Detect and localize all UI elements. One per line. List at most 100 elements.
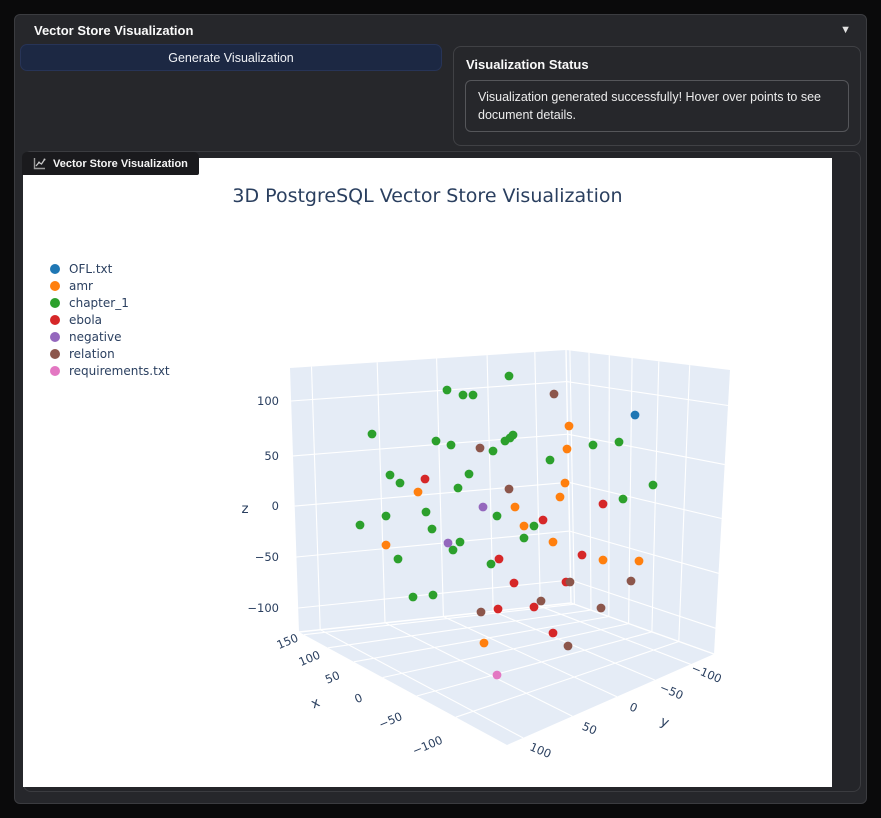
data-point[interactable] [555,492,565,502]
data-point[interactable] [393,554,403,564]
data-point[interactable] [367,429,377,439]
collapse-arrow-icon[interactable]: ▼ [840,24,851,36]
data-point[interactable] [618,494,628,504]
data-point[interactable] [509,578,519,588]
data-point[interactable] [614,437,624,447]
data-point[interactable] [596,603,606,613]
data-point[interactable] [510,502,520,512]
legend-item[interactable]: requirements.txt [50,362,170,379]
data-point[interactable] [355,520,365,530]
data-point[interactable] [598,555,608,565]
generate-visualization-button[interactable]: Generate Visualization [20,44,442,71]
gridline [565,349,572,604]
accordion-header[interactable]: Vector Store Visualization ▼ [15,15,866,45]
data-point[interactable] [508,430,518,440]
data-point[interactable] [494,554,504,564]
data-point[interactable] [420,474,430,484]
gridline [569,530,719,574]
data-point[interactable] [488,446,498,456]
legend-label: relation [69,346,115,361]
data-point[interactable] [548,628,558,638]
data-point[interactable] [476,607,486,617]
data-point[interactable] [381,540,391,550]
gridline [376,362,386,623]
plot-wall [290,350,571,632]
gridline [492,610,656,681]
data-point[interactable] [478,502,488,512]
legend-swatch [50,365,60,376]
data-point[interactable] [468,390,478,400]
data-point[interactable] [562,444,572,454]
data-point[interactable] [443,538,453,548]
data-point[interactable] [453,483,463,493]
app-container: Vector Store Visualization ▼ Generate Vi… [14,14,867,804]
data-point[interactable] [536,596,546,606]
data-point[interactable] [427,524,437,534]
data-point[interactable] [385,470,395,480]
data-point[interactable] [458,390,468,400]
plot-label-text: Vector Store Visualization [53,157,188,170]
tick-label: 100 [257,394,279,408]
data-point[interactable] [421,507,431,517]
data-point[interactable] [464,469,474,479]
plotly-chart[interactable]: Vector Store Visualization 3D PostgreSQL… [22,152,832,787]
data-point[interactable] [381,511,391,521]
data-point[interactable] [446,440,456,450]
plot-label: Vector Store Visualization [22,152,199,175]
data-point[interactable] [486,559,496,569]
gridline [292,433,568,457]
data-point[interactable] [634,556,644,566]
data-point[interactable] [538,515,548,525]
data-point[interactable] [519,521,529,531]
data-point[interactable] [565,577,575,587]
legend-label: requirements.txt [69,363,170,378]
data-point[interactable] [564,421,574,431]
data-point[interactable] [519,533,529,543]
data-point[interactable] [560,478,570,488]
tick-label: −100 [410,733,445,758]
data-point[interactable] [529,521,539,531]
legend-label: negative [69,329,122,344]
legend-item[interactable]: chapter_1 [50,294,170,311]
data-point[interactable] [548,537,558,547]
data-point[interactable] [648,480,658,490]
data-point[interactable] [598,499,608,509]
data-point[interactable] [428,590,438,600]
data-point[interactable] [504,371,514,381]
legend-item[interactable]: relation [50,345,170,362]
data-point[interactable] [493,604,503,614]
data-point[interactable] [563,641,573,651]
data-point[interactable] [455,537,465,547]
gridline [540,605,691,665]
data-point[interactable] [448,545,458,555]
data-point[interactable] [545,455,555,465]
data-point[interactable] [395,478,405,488]
legend-item[interactable]: negative [50,328,170,345]
data-point[interactable] [492,670,502,680]
data-point[interactable] [630,410,640,420]
data-point[interactable] [588,440,598,450]
tick-label: 150 [275,631,301,652]
gridline [436,358,444,617]
gridline [328,609,592,649]
data-point[interactable] [492,511,502,521]
data-point[interactable] [408,592,418,602]
data-point[interactable] [442,385,452,395]
data-point[interactable] [504,484,514,494]
gridline [534,351,541,607]
legend-item[interactable]: amr [50,277,170,294]
legend-item[interactable]: OFL.txt [50,260,170,277]
legend-item[interactable]: ebola [50,311,170,328]
data-point[interactable] [549,389,559,399]
data-point[interactable] [529,602,539,612]
legend-swatch [50,348,60,359]
data-point[interactable] [413,487,423,497]
gridline [291,381,567,402]
data-point[interactable] [475,443,485,453]
data-point[interactable] [479,638,489,648]
data-point[interactable] [577,550,587,560]
data-point[interactable] [626,576,636,586]
data-point[interactable] [431,436,441,446]
gridline [319,629,524,739]
